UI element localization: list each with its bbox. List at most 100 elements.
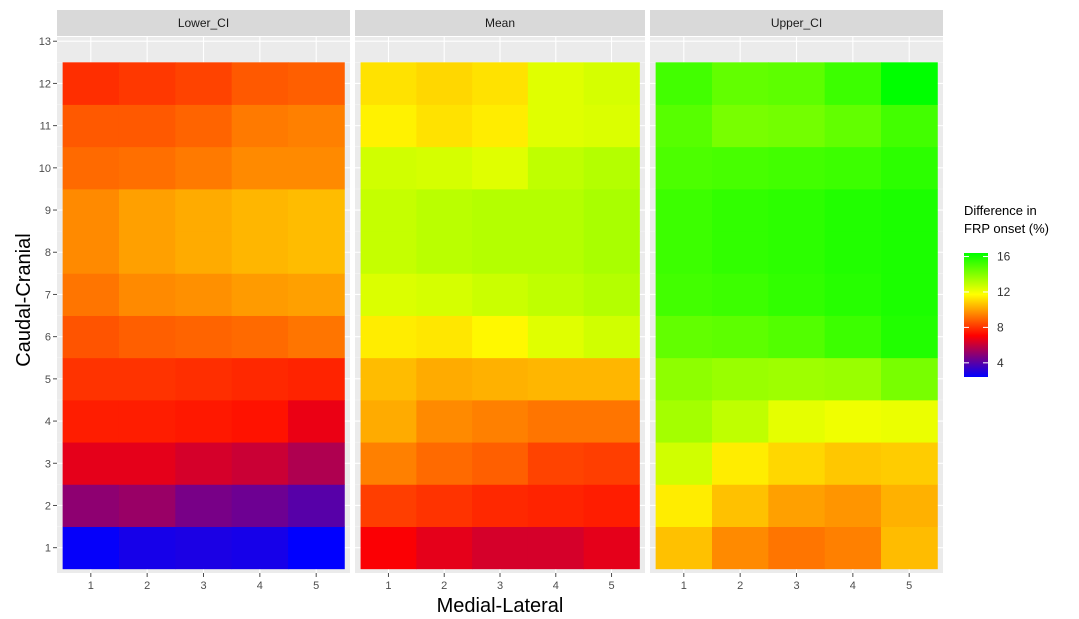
heatmap-tile (62, 442, 120, 485)
heatmap-tile (527, 188, 585, 232)
y-tick-label: 12 (39, 78, 51, 90)
heatmap-tile (472, 62, 529, 105)
heatmap-tile (768, 484, 826, 527)
heatmap-tile (583, 399, 640, 443)
y-axis-title: Caudal-Cranial (13, 233, 35, 366)
x-tick-label: 2 (441, 580, 447, 592)
heatmap-tile (711, 273, 769, 316)
heatmap-tile (583, 526, 640, 570)
x-tick-label: 1 (681, 580, 687, 592)
legend-colorbar (964, 253, 988, 377)
heatmap-tile (472, 315, 529, 359)
x-tick-label: 2 (144, 580, 150, 592)
facet-title: Lower_CI (178, 16, 229, 30)
heatmap-tile (360, 526, 417, 570)
heatmap-tile (175, 484, 233, 527)
heatmap-tile (583, 146, 640, 190)
heatmap-tile (288, 62, 345, 105)
heatmap-tile (118, 315, 176, 359)
heatmap-tile (360, 399, 417, 443)
heatmap-tile (768, 104, 826, 148)
heatmap-tile (416, 399, 473, 443)
heatmap-tile (711, 104, 769, 148)
heatmap-tile (824, 526, 882, 570)
heatmap-tile (655, 526, 713, 570)
heatmap-tile (711, 399, 769, 443)
heatmap-tile (768, 442, 826, 485)
panel-lower-ci: Lower_CI (57, 10, 350, 573)
heatmap-tile (527, 104, 585, 148)
heatmap-tile (472, 231, 529, 274)
heatmap-tile (118, 526, 176, 570)
heatmap-tile (655, 188, 713, 232)
heatmap-tile (118, 104, 176, 148)
heatmap-tile (416, 273, 473, 316)
heatmap-tile (62, 484, 120, 527)
heatmap-tile (583, 104, 640, 148)
heatmap-tile (824, 273, 882, 316)
heatmap-tile (881, 146, 938, 190)
heatmap-tile (62, 231, 120, 274)
heatmap-tile (62, 146, 120, 190)
heatmap-tile (583, 484, 640, 527)
x-tick-label: 3 (200, 580, 206, 592)
heatmap-tile (62, 357, 120, 401)
heatmap-tile (62, 188, 120, 232)
heatmap-tile (288, 526, 345, 570)
heatmap-tile (472, 146, 529, 190)
heatmap-tile (711, 526, 769, 570)
y-tick-label: 4 (45, 416, 51, 428)
heatmap-tile (288, 357, 345, 401)
heatmap-tile (62, 104, 120, 148)
heatmap-tile (655, 357, 713, 401)
heatmap-tile (118, 273, 176, 316)
facet-title: Mean (485, 16, 515, 30)
heatmap-tile (175, 62, 233, 105)
x-tick-label: 4 (257, 580, 263, 592)
heatmap-tile (472, 399, 529, 443)
heatmap-tile (118, 62, 176, 105)
heatmap-tile (118, 146, 176, 190)
x-tick-label: 5 (313, 580, 319, 592)
heatmap-tile (655, 484, 713, 527)
heatmap-tile (711, 146, 769, 190)
heatmap-tile (231, 104, 289, 148)
facet-panels: Lower_CI Mean Upper_CI (57, 10, 943, 573)
heatmap-tile (768, 231, 826, 274)
heatmap-tile (583, 231, 640, 274)
heatmap-tile (527, 357, 585, 401)
heatmap-tile (416, 442, 473, 485)
heatmap-tile (824, 188, 882, 232)
legend-title-line2: FRP onset (%) (964, 221, 1049, 236)
x-tick-label: 2 (737, 580, 743, 592)
heatmap-tile (288, 104, 345, 148)
x-tick-label: 3 (497, 580, 503, 592)
heatmap-tile (360, 62, 417, 105)
heatmap-tile (824, 315, 882, 359)
heatmap-tile (527, 231, 585, 274)
heatmap-tile (231, 146, 289, 190)
heatmap-tile (288, 188, 345, 232)
heatmap-tile (360, 231, 417, 274)
heatmap-tile (711, 62, 769, 105)
heatmap-tile (288, 273, 345, 316)
heatmap-tile (416, 484, 473, 527)
heatmap-tile (711, 315, 769, 359)
heatmap-tile (231, 357, 289, 401)
heatmap-tile (231, 62, 289, 105)
heatmap-tile (527, 399, 585, 443)
heatmap-tile (768, 399, 826, 443)
heatmap-tile (472, 104, 529, 148)
heatmap-tile (881, 188, 938, 232)
y-tick-label: 2 (45, 500, 51, 512)
heatmap-tile (231, 526, 289, 570)
x-tick-label: 3 (793, 580, 799, 592)
y-tick-label: 3 (45, 458, 51, 470)
heatmap-tile (711, 357, 769, 401)
heatmap-tile (824, 442, 882, 485)
heatmap-tile (655, 104, 713, 148)
heatmap-tile (655, 146, 713, 190)
heatmap-tile (416, 146, 473, 190)
heatmap-tile (175, 273, 233, 316)
